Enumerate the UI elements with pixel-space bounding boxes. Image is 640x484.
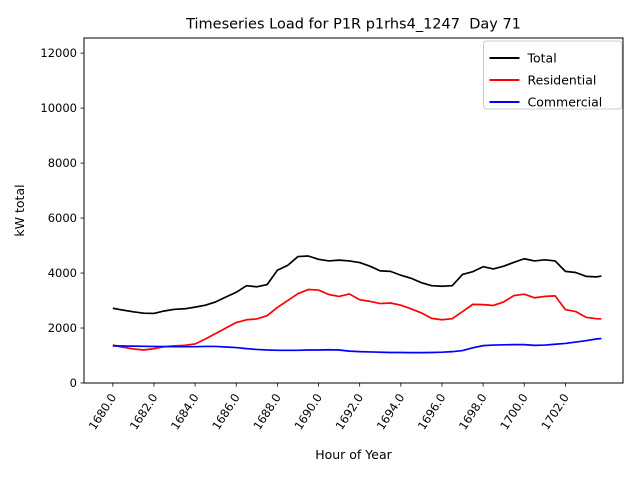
x-tick-label: 1696.0 — [415, 391, 449, 432]
legend-label-residential: Residential — [528, 73, 597, 88]
x-tick-label: 1682.0 — [127, 391, 161, 432]
y-tick-label: 2000 — [48, 321, 77, 335]
y-tick-label: 12000 — [40, 46, 77, 60]
y-tick-label: 0 — [70, 376, 77, 390]
legend-item-commercial: Commercial — [489, 95, 603, 110]
x-tick-label: 1700.0 — [497, 391, 531, 432]
legend-label-commercial: Commercial — [528, 95, 603, 110]
chart-title: Timeseries Load for P1R p1rhs4_1247 Day … — [185, 17, 521, 33]
legend-label-total: Total — [527, 51, 557, 66]
series-line-commercial — [112, 337, 602, 354]
x-tick-label: 1680.0 — [86, 391, 120, 432]
legend-item-total: Total — [489, 51, 557, 66]
y-axis-label: kW total — [12, 184, 27, 236]
x-tick-label: 1694.0 — [374, 391, 408, 432]
x-tick-label: 1688.0 — [250, 391, 284, 432]
x-tick-label: 1702.0 — [538, 391, 572, 432]
x-tick-label: 1692.0 — [333, 391, 367, 432]
legend-item-residential: Residential — [489, 73, 597, 88]
legend: Total Residential Commercial — [483, 40, 623, 110]
y-tick-label: 4000 — [48, 266, 77, 280]
x-tick-label: 1684.0 — [168, 391, 202, 432]
plot-border — [83, 37, 624, 384]
x-tick-label: 1690.0 — [291, 391, 325, 432]
x-axis-label: Hour of Year — [315, 447, 392, 462]
x-tick-label: 1686.0 — [209, 391, 243, 432]
y-tick-label: 6000 — [48, 211, 77, 225]
y-tick-label: 10000 — [40, 101, 77, 115]
y-tick-label: 8000 — [48, 156, 77, 170]
series-line-residential — [112, 288, 602, 351]
x-tick-label: 1698.0 — [456, 391, 490, 432]
series-line-total — [112, 255, 602, 315]
